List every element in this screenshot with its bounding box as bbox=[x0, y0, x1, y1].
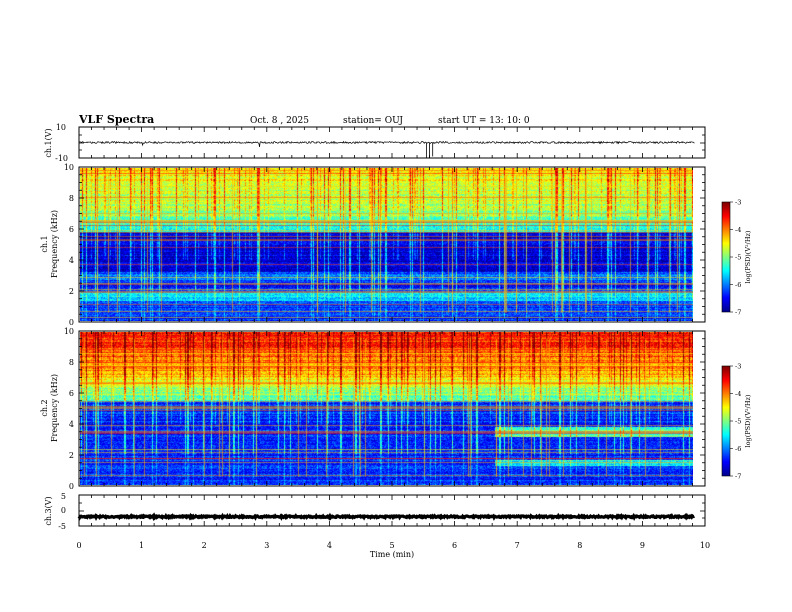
ch1-colorbar bbox=[722, 202, 730, 312]
ch3-waveform-panel: 5 0 -5 ch.3(V) bbox=[44, 492, 706, 531]
ch1-colorbar-ticks: -3 -4 -5 -6 -7 bbox=[730, 199, 741, 317]
station-name: station= OUJ bbox=[343, 116, 403, 126]
x-tick-label: 7 bbox=[515, 541, 520, 550]
y-tick-label: 6 bbox=[69, 225, 74, 234]
waveform-line bbox=[77, 512, 695, 522]
ch2-spectrogram-image bbox=[80, 332, 693, 485]
x-tick-label: 6 bbox=[452, 541, 457, 550]
ch1-spectrogram-channel-label: ch.1 bbox=[40, 235, 49, 252]
ch3-waveform-frame bbox=[78, 494, 706, 527]
colorbar-tick-label: -4 bbox=[735, 226, 741, 234]
ch2-spectrogram-ticks bbox=[78, 330, 706, 487]
y-tick-label: 10 bbox=[64, 327, 74, 336]
y-tick-label: 6 bbox=[69, 389, 74, 398]
colorbar-tick-label: -4 bbox=[735, 390, 741, 398]
x-tick-label: 4 bbox=[327, 541, 332, 550]
ch1-colorbar-label: log(PSD)(V²/Hz) bbox=[744, 230, 752, 283]
y-tick-label: 0 bbox=[69, 318, 74, 327]
ch3-ytick-bottom: -5 bbox=[58, 522, 66, 531]
y-tick-label: 0 bbox=[69, 482, 74, 491]
colorbar-tick-label: -3 bbox=[735, 363, 741, 371]
figure-title: VLF Spectra bbox=[78, 113, 154, 126]
ch3-waveform-trace bbox=[77, 512, 695, 522]
ch1-spectrogram-ylabel: Frequency (kHz) bbox=[50, 210, 59, 278]
x-tick-label: 10 bbox=[700, 541, 710, 550]
ch2-colorbar-ticks: -3 -4 -5 -6 -7 bbox=[730, 363, 741, 481]
observation-date: Oct. 8 , 2025 bbox=[250, 116, 309, 126]
x-tick-label: 5 bbox=[389, 541, 394, 550]
y-tick-label: 2 bbox=[69, 287, 74, 296]
ch1-waveform-trace bbox=[78, 140, 695, 158]
ch3-ytick-middle: 0 bbox=[61, 506, 66, 515]
ch1-spectrogram-ticks bbox=[78, 166, 706, 323]
colorbar-tick-label: -3 bbox=[735, 199, 741, 207]
y-tick-label: 4 bbox=[69, 420, 74, 429]
ch1-ytick-bottom: -10 bbox=[55, 154, 68, 163]
ch1-spectrogram-image bbox=[80, 168, 693, 321]
x-tick-label: 3 bbox=[264, 541, 269, 550]
x-tick-label: 1 bbox=[139, 541, 144, 550]
ch3-waveform-ticks bbox=[78, 494, 706, 527]
ch2-colorbar-label: log(PSD)(V²/Hz) bbox=[744, 394, 752, 447]
ch3-waveform-ylabel: ch.3(V) bbox=[44, 496, 53, 525]
ch2-spectrogram-channel-label: ch.2 bbox=[40, 399, 49, 416]
y-tick-label: 10 bbox=[64, 163, 74, 172]
y-tick-label: 8 bbox=[69, 358, 74, 367]
time-axis-label: Time (min) bbox=[370, 550, 414, 559]
ch1-ytick-top: 10 bbox=[56, 123, 66, 132]
ch1-waveform-ylabel: ch.1(V) bbox=[44, 128, 53, 157]
colorbar-tick-label: -7 bbox=[735, 309, 741, 317]
ch1-waveform-panel: 10 -10 ch.1(V) bbox=[44, 123, 706, 163]
colorbar-tick-label: -5 bbox=[735, 254, 741, 262]
time-axis-tick-labels: 0 1 2 3 4 5 6 7 8 9 10 bbox=[76, 541, 710, 550]
ch1-waveform-ticks bbox=[78, 126, 706, 159]
start-time: start UT = 13: 10: 0 bbox=[438, 116, 530, 126]
ch3-ytick-top: 5 bbox=[61, 492, 66, 501]
y-tick-label: 4 bbox=[69, 256, 74, 265]
colorbar-tick-label: -5 bbox=[735, 418, 741, 426]
ch1-spectrogram-ytick-labels: 0 2 4 6 8 10 bbox=[64, 163, 74, 327]
ch2-colorbar bbox=[722, 366, 730, 476]
ch2-spectrogram-ylabel: Frequency (kHz) bbox=[50, 374, 59, 442]
x-tick-label: 0 bbox=[76, 541, 81, 550]
colorbar-tick-label: -6 bbox=[735, 281, 741, 289]
colorbar-tick-label: -6 bbox=[735, 445, 741, 453]
y-tick-label: 2 bbox=[69, 451, 74, 460]
ch2-spectrogram-ytick-labels: 0 2 4 6 8 10 bbox=[64, 327, 74, 491]
waveform-line bbox=[78, 140, 695, 148]
x-tick-label: 9 bbox=[640, 541, 645, 550]
x-tick-label: 2 bbox=[202, 541, 207, 550]
x-tick-label: 8 bbox=[577, 541, 582, 550]
colorbar-tick-label: -7 bbox=[735, 473, 741, 481]
y-tick-label: 8 bbox=[69, 194, 74, 203]
